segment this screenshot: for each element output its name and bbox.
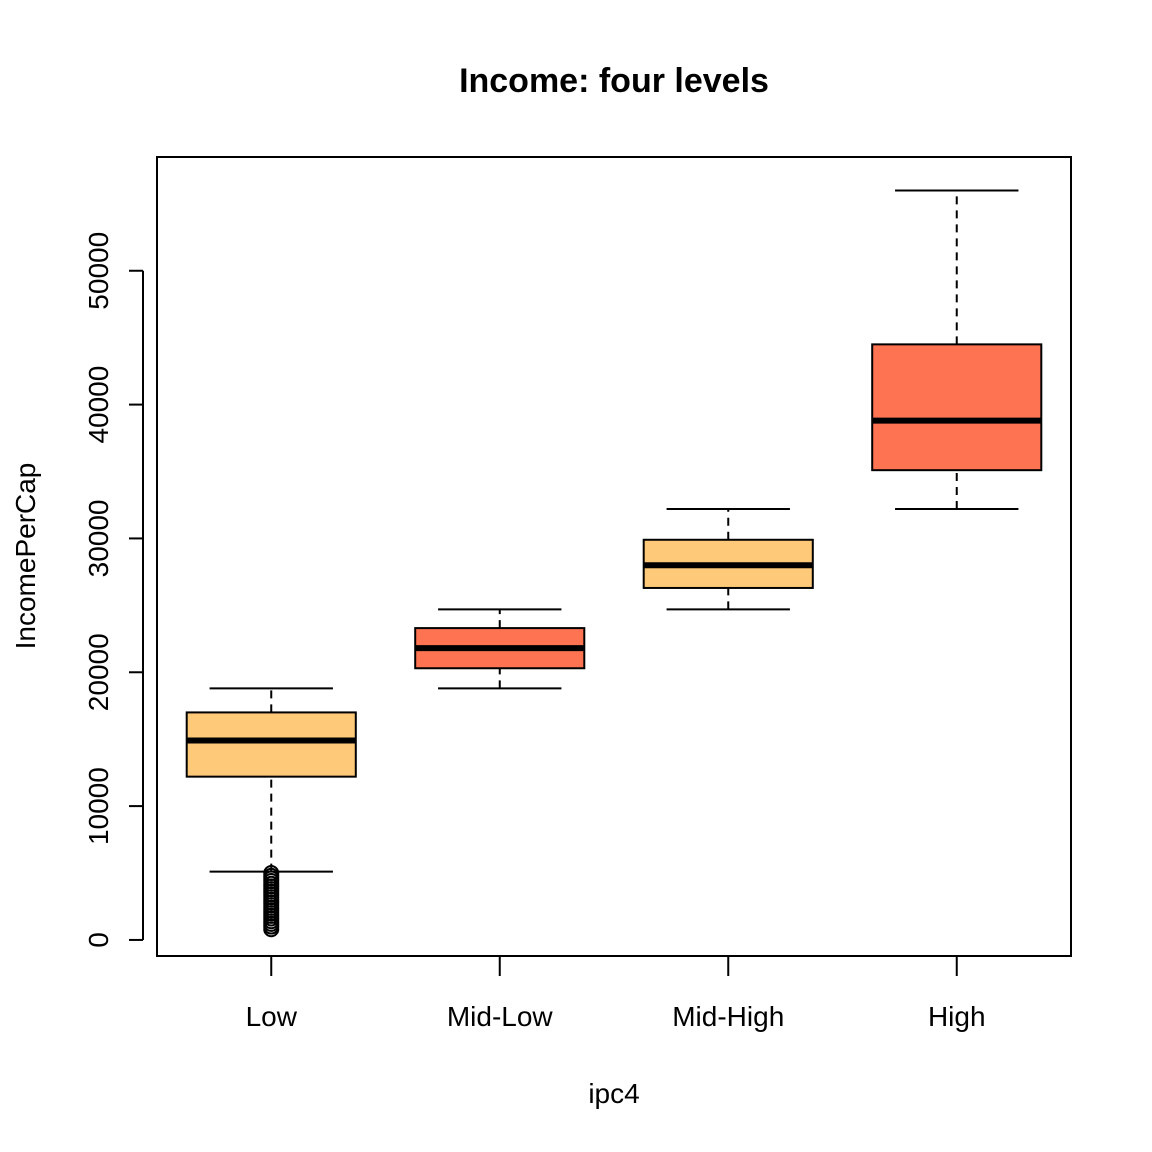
box-low <box>185 711 357 778</box>
y-tick-label: 0 <box>83 932 114 948</box>
box-group-mid-low <box>414 608 586 690</box>
x-tick-label: Low <box>246 1001 298 1032</box>
y-axis-label: IncomePerCap <box>10 463 41 650</box>
box-group-mid-high <box>642 507 814 611</box>
y-tick-label: 30000 <box>83 499 114 577</box>
x-tick-label: High <box>928 1001 986 1032</box>
plot-frame <box>156 156 1072 957</box>
y-tick-label: 50000 <box>83 232 114 310</box>
boxes-layer <box>185 189 1043 938</box>
x-axis: Low Mid-Low Mid-High High <box>246 955 986 1032</box>
y-tick-label: 20000 <box>83 633 114 711</box>
y-axis: 0 10000 20000 30000 40000 50000 <box>83 232 144 948</box>
chart-title: Income: four levels <box>459 62 769 100</box>
outlier-point <box>263 865 280 882</box>
x-tick-label: Mid-Low <box>447 1001 554 1032</box>
box-high <box>871 343 1043 472</box>
box-group-high <box>871 189 1043 510</box>
box-group-low <box>185 687 357 938</box>
x-tick-label: Mid-High <box>672 1001 784 1032</box>
x-axis-label: ipc4 <box>588 1078 639 1109</box>
y-tick-label: 10000 <box>83 767 114 845</box>
y-tick-label: 40000 <box>83 366 114 444</box>
